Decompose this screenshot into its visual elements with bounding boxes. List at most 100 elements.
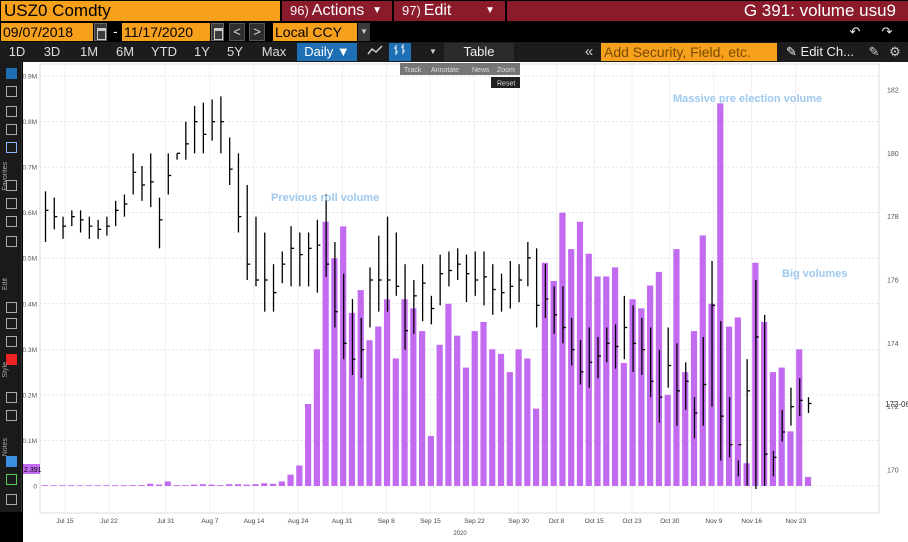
volume-price-chart[interactable]: 0 0.1M 0.2M 0.3M 0.4M 0.5M 0.6M 0.7M 0.8M 0.9M 17… xyxy=(23,62,908,542)
actions-menu[interactable]: 96) Actions ▼ xyxy=(282,1,392,21)
edit-box-icon[interactable]: ✎ xyxy=(868,44,880,59)
volume-bar xyxy=(269,483,277,486)
settings-tool-icon[interactable] xyxy=(6,494,17,505)
redo-icon[interactable]: ↷ xyxy=(881,24,893,39)
volume-bar xyxy=(419,331,426,486)
move-tool-icon[interactable] xyxy=(6,302,17,313)
volume-bar xyxy=(515,349,522,486)
volume-bar xyxy=(261,483,268,486)
table-button[interactable]: Table xyxy=(444,43,514,61)
period-5y[interactable]: 5Y xyxy=(227,44,243,59)
period-3d[interactable]: 3D xyxy=(43,44,61,59)
price-bar xyxy=(658,349,663,423)
track-button[interactable]: Track xyxy=(404,67,422,74)
period-6m[interactable]: 6M xyxy=(115,44,135,59)
period-1m[interactable]: 1M xyxy=(79,44,99,59)
price-bar xyxy=(71,210,75,227)
trend-tool-icon[interactable] xyxy=(6,106,17,117)
price-bar xyxy=(746,359,751,486)
pen-tool-icon[interactable] xyxy=(6,198,17,209)
left-axis-tick: 0.5M xyxy=(23,256,37,263)
volume-bar xyxy=(129,485,136,486)
price-bar xyxy=(685,362,689,410)
bar-chart-icon[interactable] xyxy=(389,43,411,61)
line-chart-icon[interactable] xyxy=(364,43,386,61)
calendar-icon[interactable] xyxy=(94,23,107,41)
annotate-button[interactable]: Annotate xyxy=(431,67,459,74)
price-bar xyxy=(693,397,698,439)
volume-bar xyxy=(796,349,803,486)
annotation-previous-roll: Previous roll volume xyxy=(271,192,379,204)
chart-overlay-toolbar[interactable]: Track Annotate News Zoom Reset xyxy=(400,63,520,88)
prev-period-button[interactable]: < xyxy=(229,23,245,41)
volume-bar xyxy=(366,340,373,486)
period-ytd[interactable]: YTD xyxy=(151,44,177,59)
volume-bar xyxy=(375,326,382,486)
note-tool-icon[interactable] xyxy=(6,456,17,467)
volume-bar xyxy=(208,484,215,486)
volume-bar xyxy=(94,485,101,486)
line-style-icon[interactable] xyxy=(6,392,17,403)
line-tool-icon[interactable] xyxy=(6,86,17,97)
calendar-icon[interactable] xyxy=(211,23,224,41)
price-bar xyxy=(483,251,488,306)
x-axis-labels: Jul 15 Jul 22 Jul 31 Aug 7 Aug 14 Aug 24 Aug 3… xyxy=(56,518,806,537)
price-bar xyxy=(755,280,759,489)
period-1y[interactable]: 1Y xyxy=(194,44,210,59)
volume-bar xyxy=(155,484,163,486)
rect-tool-icon[interactable] xyxy=(6,236,17,247)
next-period-button[interactable]: > xyxy=(249,23,265,41)
zoom-button[interactable]: Zoom xyxy=(497,67,515,74)
price-bar xyxy=(667,327,672,388)
price-bar xyxy=(465,254,470,303)
gear-icon[interactable]: ⚙ xyxy=(889,44,901,59)
cursor-tool-icon[interactable] xyxy=(6,68,17,79)
arrow-tool-icon[interactable] xyxy=(6,124,17,135)
volume-bar xyxy=(497,353,505,486)
price-bar xyxy=(378,235,382,312)
annotation-big-volumes: Big volumes xyxy=(782,268,847,280)
start-date-field[interactable]: 09/07/2018 xyxy=(1,23,93,41)
price-bar xyxy=(614,324,619,369)
chart-area[interactable]: 0 0.1M 0.2M 0.3M 0.4M 0.5M 0.6M 0.7M 0.8M 0.9M 17… xyxy=(23,62,908,542)
period-1d[interactable]: 1D xyxy=(8,44,26,59)
line-width-icon[interactable] xyxy=(6,410,17,421)
undo-icon[interactable]: ↶ xyxy=(849,24,861,39)
news-button[interactable]: News xyxy=(472,67,490,74)
frequency-dropdown[interactable]: Daily ▼ xyxy=(297,43,357,61)
price-bar xyxy=(544,264,549,318)
end-date-field[interactable]: 11/17/2020 xyxy=(122,23,210,41)
collapse-left-icon[interactable]: « xyxy=(584,43,594,60)
volume-bar xyxy=(392,358,399,486)
chart-type-caret-icon[interactable]: ▼ xyxy=(429,47,437,56)
horizontal-line-icon[interactable] xyxy=(6,180,17,191)
edit-menu[interactable]: 97) Edit ▼ xyxy=(394,1,505,21)
price-bar xyxy=(246,185,251,280)
price-bar xyxy=(527,242,531,287)
price-bar xyxy=(509,261,514,309)
volume-bar xyxy=(436,344,443,486)
price-bar xyxy=(307,232,312,287)
price-bar xyxy=(799,378,803,417)
volume-bar xyxy=(489,349,496,486)
period-max[interactable]: Max xyxy=(261,44,287,59)
palette-icon[interactable] xyxy=(6,474,17,485)
add-security-field[interactable]: Add Security, Field, etc. xyxy=(601,43,777,61)
text-tool-icon[interactable] xyxy=(6,336,17,347)
edit-chart-button[interactable]: ✎ Edit Ch... xyxy=(786,43,854,61)
caret-down-icon[interactable]: ▼ xyxy=(358,23,370,41)
fib-tool-icon[interactable] xyxy=(6,216,17,227)
price-bar xyxy=(772,451,777,477)
color-tool-icon[interactable] xyxy=(6,354,17,365)
reset-button[interactable]: Reset xyxy=(497,81,515,88)
channel-tool-icon[interactable] xyxy=(6,142,17,153)
volume-bar xyxy=(199,484,206,486)
copy-tool-icon[interactable] xyxy=(6,318,17,329)
price-bar xyxy=(53,197,58,230)
security-ticker[interactable]: USZ0 Comdty xyxy=(1,1,280,21)
volume-bar xyxy=(383,299,391,486)
price-bar xyxy=(334,242,338,328)
currency-field[interactable]: Local CCY xyxy=(273,23,357,41)
left-axis-tick: 0.8M xyxy=(23,119,37,126)
edit-menu-label: Edit xyxy=(423,2,452,19)
